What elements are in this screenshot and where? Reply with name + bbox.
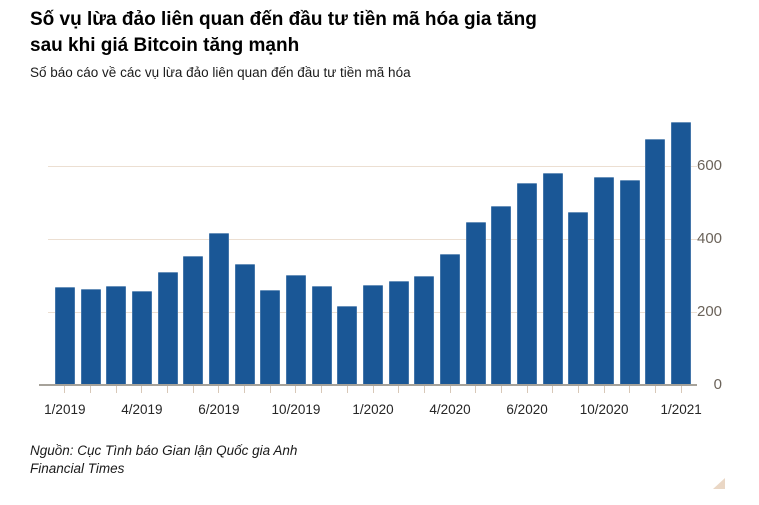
- bar: [671, 122, 692, 385]
- source-block: Nguồn: Cục Tình báo Gian lận Quốc gia An…: [30, 442, 297, 477]
- x-tick: [654, 386, 656, 393]
- bar: [363, 285, 383, 385]
- bar: [491, 205, 512, 385]
- x-tick: [218, 386, 220, 393]
- bar: [234, 263, 255, 385]
- bar: [285, 274, 306, 385]
- x-tick: [321, 386, 323, 393]
- x-axis-label: 4/2019: [121, 402, 163, 417]
- x-tick: [398, 386, 400, 393]
- x-tick: [192, 386, 194, 393]
- bar: [311, 285, 332, 385]
- chart-subtitle: Số báo cáo về các vụ lừa đảo liên quan đ…: [30, 65, 411, 80]
- x-tick: [269, 386, 271, 393]
- bar: [465, 221, 486, 385]
- y-axis-label: 400: [697, 229, 723, 247]
- x-tick: [577, 386, 579, 393]
- x-axis-label: 4/2020: [429, 402, 471, 417]
- x-axis-label: 1/2019: [44, 402, 86, 417]
- bar: [645, 138, 666, 385]
- x-tick: [346, 386, 348, 393]
- bar: [80, 288, 101, 385]
- source-line2: Financial Times: [30, 460, 125, 476]
- x-tick: [500, 386, 502, 393]
- x-tick: [629, 386, 631, 393]
- x-tick: [244, 386, 246, 393]
- x-tick: [295, 386, 297, 393]
- x-tick: [449, 386, 451, 393]
- x-axis-label: 1/2021: [660, 402, 702, 417]
- bar: [54, 287, 75, 385]
- bar: [157, 272, 178, 385]
- x-tick: [475, 386, 477, 393]
- x-axis-label: 1/2020: [352, 402, 394, 417]
- x-tick: [90, 386, 92, 393]
- chart-title-line1: Số vụ lừa đảo liên quan đến đầu tư tiền …: [30, 9, 537, 30]
- bar: [337, 306, 358, 385]
- bar: [619, 180, 640, 385]
- x-tick: [115, 386, 117, 393]
- y-axis-label: 600: [697, 156, 723, 174]
- y-axis-label: 200: [697, 302, 723, 320]
- x-axis-label: 10/2020: [579, 402, 629, 417]
- bar: [131, 291, 152, 385]
- x-tick: [552, 386, 554, 393]
- x-axis-line: [39, 384, 697, 386]
- x-tick: [167, 386, 169, 393]
- gridline: [48, 165, 697, 167]
- bar: [440, 253, 461, 385]
- bar: [388, 281, 409, 385]
- x-axis-label: 6/2020: [506, 402, 548, 417]
- x-tick: [526, 386, 528, 393]
- bar: [208, 232, 229, 385]
- bar: [414, 276, 435, 385]
- gridline: [48, 238, 697, 240]
- x-tick: [64, 386, 66, 393]
- bar: [542, 173, 563, 385]
- x-tick: [372, 386, 374, 393]
- resize-handle-icon[interactable]: [713, 478, 725, 489]
- x-tick: [423, 386, 425, 393]
- bar: [183, 256, 204, 385]
- bar: [260, 289, 281, 385]
- x-axis-label: 6/2019: [198, 402, 240, 417]
- bar: [517, 183, 538, 385]
- chart-title-line2: sau khi giá Bitcoin tăng mạnh: [30, 34, 300, 56]
- bar: [594, 177, 615, 385]
- chart-title: Số vụ lừa đảo liên quan đến đầu tư tiền …: [30, 7, 730, 58]
- source-line1: Nguồn: Cục Tình báo Gian lận Quốc gia An…: [30, 443, 298, 458]
- bar: [106, 285, 127, 385]
- x-tick: [680, 386, 682, 393]
- x-axis-label: 10/2019: [271, 402, 321, 417]
- x-tick: [141, 386, 143, 393]
- x-tick: [603, 386, 605, 393]
- bar: [568, 212, 589, 385]
- y-axis-label: 0: [713, 376, 722, 393]
